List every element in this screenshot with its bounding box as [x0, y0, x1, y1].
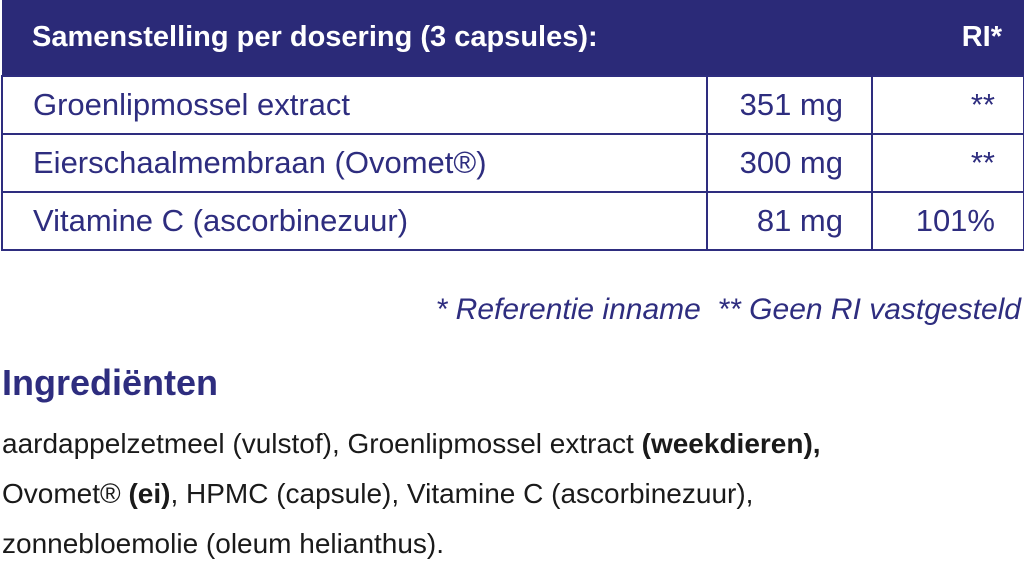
text-segment: (weekdieren), — [641, 428, 821, 459]
text-segment: zonnebloemolie (oleum helianthus). — [2, 528, 445, 559]
composition-table: Samenstelling per dosering (3 capsules):… — [1, 0, 1024, 251]
ingredients-line: aardappelzetmeel (vulstof), Groenlipmoss… — [2, 428, 821, 460]
footnote: * Referentie inname ** Geen RI vastgeste… — [435, 293, 1021, 326]
ingredients-title: Ingrediënten — [2, 362, 219, 403]
cell: 300 mg — [706, 133, 873, 193]
cell: Eierschaalmembraan (Ovomet®) — [1, 133, 708, 193]
header-cell: Samenstelling per dosering (3 capsules): — [2, 0, 872, 76]
cell: Groenlipmossel extract — [1, 75, 708, 135]
header-row: Samenstelling per dosering (3 capsules):… — [2, 0, 1024, 76]
cell: ** — [871, 133, 1024, 193]
cell: Vitamine C (ascorbinezuur) — [1, 191, 708, 251]
header-cell: RI* — [872, 0, 1024, 76]
ingredients-line: Ovomet® (ei), HPMC (capsule), Vitamine C… — [2, 478, 753, 510]
row: Vitamine C (ascorbinezuur) 81 mg 101% — [1, 191, 1024, 251]
text-segment: aardappelzetmeel (vulstof), Groenlipmoss… — [2, 428, 642, 459]
cell: ** — [871, 75, 1024, 135]
ingredients-line: zonnebloemolie (oleum helianthus). — [2, 528, 444, 560]
cell: 101% — [871, 191, 1024, 251]
text-segment: (ei) — [128, 478, 171, 509]
cell: 351 mg — [706, 75, 873, 135]
row: Groenlipmossel extract 351 mg ** — [1, 75, 1024, 135]
text-segment: Ovomet® — [2, 478, 129, 509]
text-segment: , HPMC (capsule), Vitamine C (ascorbinez… — [170, 478, 754, 509]
row: Eierschaalmembraan (Ovomet®) 300 mg ** — [1, 133, 1024, 193]
cell: 81 mg — [706, 191, 873, 251]
